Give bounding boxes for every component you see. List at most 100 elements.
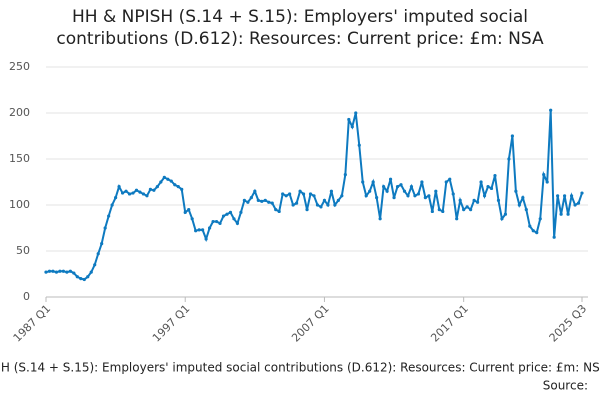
- point: [249, 196, 253, 200]
- y-tick-label: 50: [16, 244, 30, 257]
- point: [319, 205, 323, 209]
- point: [343, 173, 347, 177]
- x-tick-label: 1997 Q1: [150, 302, 193, 345]
- point: [455, 217, 459, 221]
- point: [392, 196, 396, 200]
- point: [294, 201, 299, 205]
- point: [110, 203, 114, 207]
- point: [465, 205, 469, 209]
- point: [47, 269, 52, 273]
- point: [120, 191, 125, 195]
- point: [427, 194, 431, 198]
- point: [556, 194, 560, 198]
- point: [326, 203, 330, 207]
- point: [204, 237, 208, 241]
- point: [333, 203, 337, 207]
- point: [79, 277, 83, 281]
- point: [336, 198, 340, 202]
- point: [291, 203, 295, 207]
- point: [155, 185, 159, 189]
- point: [469, 208, 473, 212]
- point: [441, 209, 445, 214]
- point: [315, 203, 320, 207]
- point: [221, 214, 226, 218]
- point: [103, 226, 107, 230]
- point: [371, 180, 375, 184]
- point: [131, 191, 135, 195]
- point: [54, 270, 59, 274]
- y-tick-label: 150: [9, 152, 30, 165]
- point: [187, 208, 191, 212]
- point: [232, 217, 236, 221]
- point: [93, 263, 97, 267]
- point: [239, 210, 243, 214]
- point: [152, 188, 156, 192]
- point: [420, 180, 424, 184]
- point: [107, 214, 111, 218]
- point: [444, 180, 448, 184]
- point: [472, 198, 476, 202]
- point: [180, 187, 184, 191]
- x-tick-label: 2007 Q1: [289, 302, 332, 345]
- point: [562, 194, 567, 198]
- point: [482, 194, 487, 198]
- point: [503, 212, 508, 216]
- point: [159, 180, 163, 184]
- point: [298, 189, 302, 193]
- point: [114, 196, 118, 200]
- point: [201, 228, 205, 232]
- point: [434, 189, 438, 193]
- point: [82, 277, 86, 282]
- chart-title: HH & NPISH (S.14 + S.15): Employers' imp…: [56, 7, 544, 49]
- point: [58, 269, 62, 273]
- point: [496, 198, 501, 202]
- point: [437, 208, 441, 212]
- point: [277, 209, 281, 214]
- point: [274, 208, 278, 212]
- point: [211, 219, 215, 224]
- point: [542, 173, 546, 177]
- point: [402, 189, 407, 193]
- point: [284, 194, 288, 198]
- point: [580, 191, 584, 195]
- point: [573, 203, 577, 207]
- point: [176, 185, 180, 189]
- point: [357, 143, 361, 147]
- point: [507, 157, 511, 161]
- point: [350, 125, 354, 129]
- point: [100, 242, 104, 246]
- y-tick-label: 200: [9, 106, 30, 119]
- point: [489, 186, 494, 191]
- point: [260, 199, 264, 203]
- point: [246, 200, 250, 204]
- point: [228, 210, 233, 214]
- point: [566, 212, 570, 216]
- point: [368, 189, 372, 193]
- point: [399, 183, 403, 187]
- point: [458, 198, 462, 202]
- point: [72, 271, 76, 275]
- y-tick-label: 250: [9, 60, 30, 73]
- point: [406, 194, 410, 198]
- point: [517, 203, 521, 207]
- point: [521, 196, 525, 200]
- point: [462, 208, 466, 212]
- point: [312, 194, 316, 198]
- point: [382, 185, 386, 189]
- point: [166, 177, 170, 181]
- point: [75, 275, 79, 279]
- point: [378, 217, 382, 221]
- point: [375, 196, 379, 200]
- point: [385, 189, 389, 193]
- point: [68, 269, 72, 273]
- point: [549, 108, 553, 112]
- point: [500, 217, 504, 221]
- point: [364, 194, 368, 198]
- point: [354, 111, 358, 115]
- point: [267, 200, 271, 204]
- point: [322, 198, 327, 202]
- point: [305, 208, 309, 212]
- point: [493, 173, 497, 178]
- point: [148, 187, 153, 191]
